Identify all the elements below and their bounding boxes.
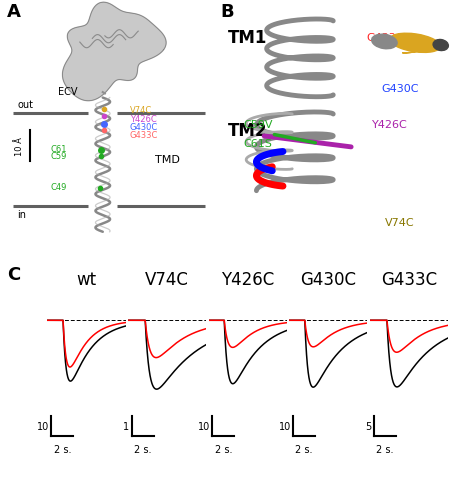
Text: ECV: ECV (57, 87, 77, 97)
Text: V74C: V74C (384, 218, 414, 228)
Text: B: B (220, 3, 234, 20)
Text: V74C: V74C (145, 270, 189, 288)
Text: TM2: TM2 (228, 122, 268, 140)
Text: 2 s.: 2 s. (376, 444, 393, 454)
Text: Y426C: Y426C (130, 114, 156, 123)
Text: 2 s.: 2 s. (54, 444, 71, 454)
Text: C: C (7, 265, 20, 284)
Text: 10: 10 (278, 421, 291, 431)
Polygon shape (63, 3, 166, 102)
Text: out: out (17, 100, 33, 110)
Text: A: A (7, 3, 21, 20)
Text: G430C: G430C (130, 122, 158, 132)
Text: C61: C61 (51, 144, 67, 153)
Text: Y426C: Y426C (221, 270, 274, 288)
Text: wt: wt (76, 270, 97, 288)
Ellipse shape (390, 34, 440, 53)
Text: C59: C59 (51, 151, 67, 160)
Text: 10: 10 (36, 421, 49, 431)
Text: C59V: C59V (244, 120, 273, 129)
Text: 2 s.: 2 s. (134, 444, 152, 454)
Text: Y426C: Y426C (372, 120, 407, 129)
Text: 5: 5 (365, 421, 371, 431)
Text: G430C: G430C (382, 84, 419, 94)
Text: 1: 1 (123, 421, 129, 431)
Text: 10 Å: 10 Å (15, 137, 24, 156)
Text: G433C: G433C (130, 131, 158, 140)
Text: V74C: V74C (130, 106, 152, 115)
Text: C61S: C61S (244, 139, 273, 148)
Text: 2 s.: 2 s. (215, 444, 232, 454)
Text: 2 s.: 2 s. (295, 444, 313, 454)
Text: in: in (17, 210, 26, 220)
Ellipse shape (433, 41, 448, 51)
Text: G433C: G433C (381, 270, 437, 288)
Text: 10: 10 (198, 421, 210, 431)
Text: G433C: G433C (366, 33, 404, 43)
Text: TM1: TM1 (228, 29, 268, 47)
Ellipse shape (372, 35, 397, 50)
Text: C49: C49 (51, 183, 67, 192)
Text: G430C: G430C (300, 270, 356, 288)
Text: TMD: TMD (155, 155, 180, 165)
